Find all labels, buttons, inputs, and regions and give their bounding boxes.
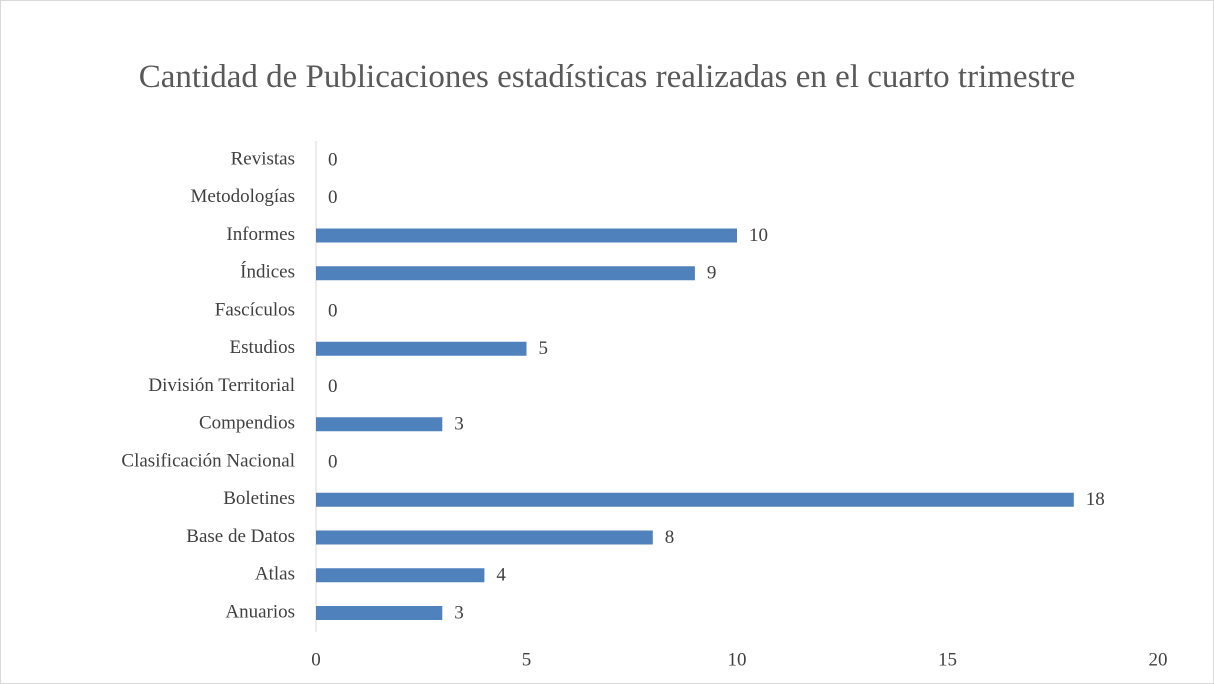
data-label: 4: [496, 565, 506, 586]
x-tick-label: 5: [522, 649, 532, 670]
chart-title: Cantidad de Publicaciones estadísticas r…: [138, 59, 1076, 95]
data-label: 0: [328, 187, 338, 208]
y-tick-label: Informes: [226, 224, 295, 245]
y-tick-label: Boletines: [223, 488, 295, 509]
x-tick-label: 15: [938, 649, 957, 670]
data-label: 0: [328, 149, 338, 170]
data-label: 0: [328, 300, 338, 321]
y-tick-label: Fascículos: [215, 299, 295, 320]
y-tick-label: Atlas: [255, 564, 295, 585]
y-tick-label: Estudios: [230, 337, 295, 358]
bar: [316, 492, 1074, 507]
data-label: 3: [454, 414, 464, 435]
x-tick-label: 20: [1149, 649, 1168, 670]
x-tick-label: 0: [311, 649, 321, 670]
y-tick-label: Revistas: [231, 148, 295, 169]
x-tick-label: 10: [728, 649, 747, 670]
bar: [316, 266, 695, 281]
data-label: 3: [454, 602, 464, 623]
data-label: 9: [707, 263, 717, 284]
data-label: 0: [328, 376, 338, 397]
y-tick-label: Metodologías: [191, 186, 296, 207]
y-tick-label: Base de Datos: [186, 526, 295, 547]
data-label: 10: [749, 225, 768, 246]
data-label: 0: [328, 451, 338, 472]
bar: [316, 606, 443, 620]
data-label: 8: [665, 527, 675, 548]
data-label: 5: [539, 338, 549, 359]
bar: [316, 228, 737, 243]
y-tick-label: Clasificación Nacional: [121, 450, 295, 471]
y-tick-label: Anuarios: [225, 601, 295, 622]
data-label: 18: [1086, 489, 1105, 510]
bar: [316, 568, 485, 583]
bar: [316, 417, 443, 432]
y-tick-label: División Territorial: [148, 375, 295, 396]
y-tick-label: Compendios: [199, 413, 295, 434]
bar: [316, 341, 527, 356]
bar: [316, 530, 653, 545]
y-tick-label: Índices: [240, 261, 295, 283]
